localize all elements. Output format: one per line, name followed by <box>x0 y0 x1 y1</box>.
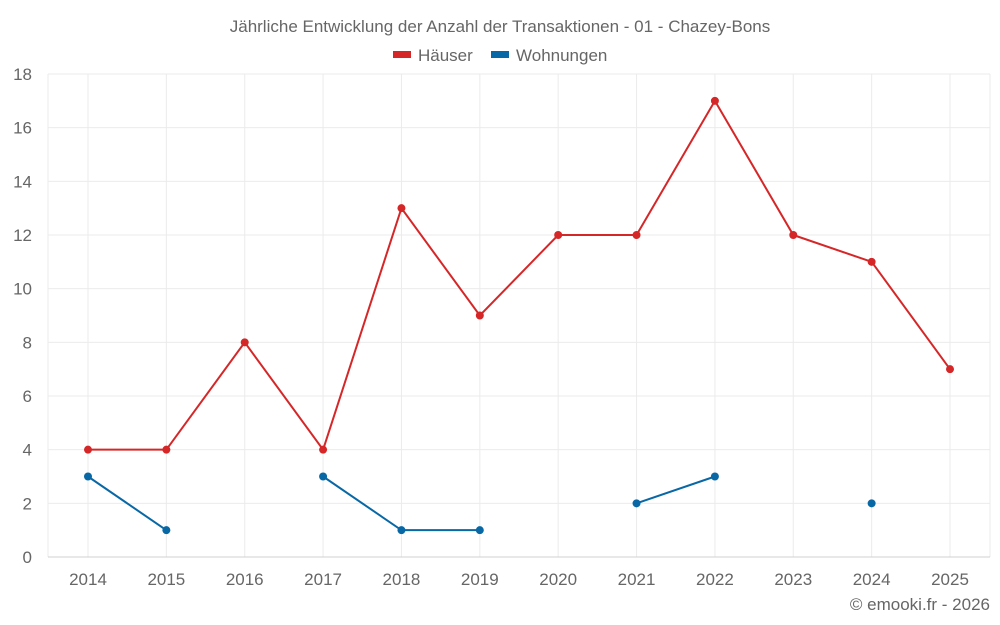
x-tick-label: 2021 <box>618 570 656 589</box>
y-tick-label: 4 <box>23 441 32 460</box>
data-point[interactable] <box>162 526 171 535</box>
y-tick-label: 0 <box>23 548 32 567</box>
x-tick-label: 2024 <box>853 570 891 589</box>
x-tick-label: 2017 <box>304 570 342 589</box>
y-tick-label: 10 <box>13 280 32 299</box>
y-tick-label: 8 <box>23 333 32 352</box>
series-wohnungen <box>84 472 876 535</box>
data-point[interactable] <box>554 231 563 239</box>
axes: 0 2 4 6 8 10 12 14 16 18 2014 2015 2016 2017 2018 2019 2… <box>13 65 990 589</box>
legend-label: Wohnungen <box>516 46 607 65</box>
x-tick-label: 2023 <box>774 570 812 589</box>
legend-swatch <box>393 51 411 58</box>
y-tick-label: 14 <box>13 172 32 191</box>
data-point[interactable] <box>319 445 328 454</box>
credit-text: © emooki.fr - 2026 <box>850 595 990 614</box>
data-point[interactable] <box>632 499 641 508</box>
x-tick-label: 2015 <box>147 570 185 589</box>
legend-label: Häuser <box>418 46 473 65</box>
legend: Häuser Wohnungen <box>393 46 607 65</box>
series-line <box>88 98 951 452</box>
data-point[interactable] <box>397 526 406 535</box>
x-tick-label: 2018 <box>383 570 421 589</box>
data-point[interactable] <box>319 472 328 481</box>
y-tick-label: 6 <box>23 387 32 406</box>
legend-item-wohnungen[interactable]: Wohnungen <box>491 46 607 65</box>
data-point[interactable] <box>789 231 798 239</box>
x-tick-label: 2025 <box>931 570 969 589</box>
data-point[interactable] <box>475 526 484 535</box>
y-tick-label: 16 <box>13 119 32 138</box>
data-point[interactable] <box>632 231 641 239</box>
x-tick-label: 2014 <box>69 570 107 589</box>
x-tick-label: 2020 <box>539 570 577 589</box>
x-tick-label: 2022 <box>696 570 734 589</box>
data-point[interactable] <box>710 96 719 105</box>
data-point[interactable] <box>867 499 876 508</box>
y-tick-label: 2 <box>23 494 32 513</box>
data-point[interactable] <box>84 445 92 454</box>
data-point[interactable] <box>867 257 876 266</box>
data-point[interactable] <box>397 204 406 213</box>
y-tick-label: 12 <box>13 226 32 245</box>
data-point[interactable] <box>475 311 484 320</box>
series-line <box>87 475 167 531</box>
data-point[interactable] <box>162 445 171 454</box>
x-tick-label: 2016 <box>226 570 264 589</box>
data-point[interactable] <box>240 338 249 347</box>
series-layer <box>84 96 954 535</box>
chart-title: Jährliche Entwicklung der Anzahl der Tra… <box>230 17 771 36</box>
series-häuser <box>84 96 954 454</box>
legend-item-häuser[interactable]: Häuser <box>393 46 473 65</box>
y-tick-label: 18 <box>13 65 32 84</box>
legend-swatch <box>491 51 509 58</box>
data-point[interactable] <box>710 472 719 481</box>
x-tick-label: 2019 <box>461 570 499 589</box>
grid <box>47 73 991 558</box>
series-line <box>636 475 716 505</box>
data-point[interactable] <box>946 365 954 374</box>
data-point[interactable] <box>84 472 92 481</box>
